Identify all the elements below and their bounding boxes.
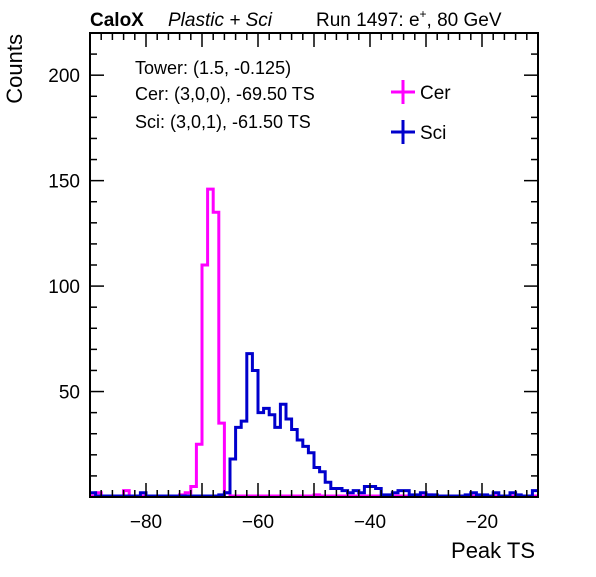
- cer-annotation: Cer: (3,0,0), -69.50 TS: [135, 84, 315, 104]
- brand-label: CaloX: [90, 10, 144, 31]
- y-tick-label: 100: [48, 277, 80, 298]
- tower-annotation: Tower: (1.5, -0.125): [135, 58, 291, 78]
- x-tick-label: −20: [466, 512, 498, 533]
- plot-frame: [89, 32, 539, 498]
- x-tick-label: −60: [242, 512, 274, 533]
- run-sup: +: [420, 7, 427, 21]
- y-tick-label: 50: [59, 383, 80, 404]
- legend-sci-label: Sci: [420, 123, 446, 144]
- y-axis-label: Counts: [2, 34, 27, 104]
- legend-entry-cer: Cer: [391, 80, 451, 104]
- run-suffix: , 80 GeV: [427, 10, 502, 31]
- series-layer: [90, 187, 538, 498]
- series-cer-line: [90, 187, 538, 498]
- ticks-layer: −80 −60 −40 −20 50 100 150 200: [48, 32, 539, 533]
- run-prefix: Run 1497: e: [316, 10, 420, 31]
- legend: Cer Sci: [391, 80, 451, 144]
- x-tick-label: −40: [354, 512, 386, 533]
- y-tick-label: 150: [48, 172, 80, 193]
- run-label: Run 1497: e+, 80 GeV: [316, 7, 502, 31]
- legend-cer-label: Cer: [420, 83, 451, 104]
- x-tick-label: −80: [130, 512, 162, 533]
- subtitle-label: Plastic + Sci: [168, 10, 273, 31]
- series-sci-line: [90, 352, 538, 498]
- x-axis-label: Peak TS: [451, 538, 535, 563]
- y-tick-label: 200: [48, 66, 80, 87]
- sci-annotation: Sci: (3,0,1), -61.50 TS: [135, 112, 311, 132]
- legend-entry-sci: Sci: [391, 120, 446, 144]
